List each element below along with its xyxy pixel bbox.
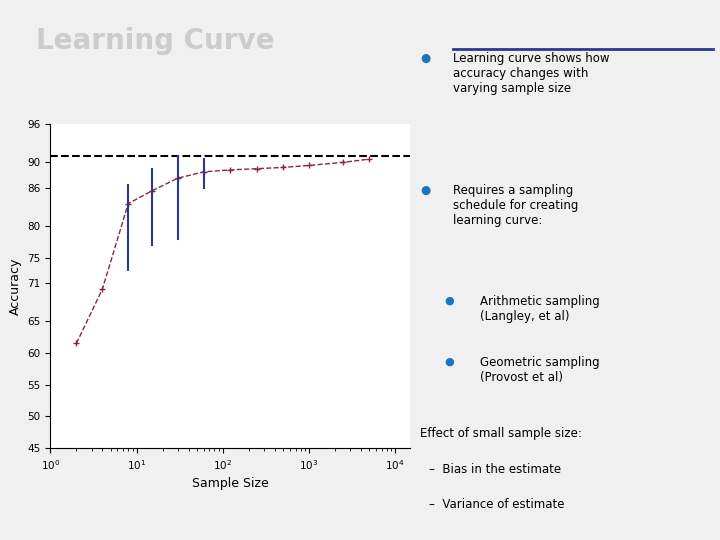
Text: ●: ● <box>420 52 431 65</box>
X-axis label: Sample Size: Sample Size <box>192 477 269 490</box>
Text: ●: ● <box>444 295 454 306</box>
Text: Geometric sampling
(Provost et al): Geometric sampling (Provost et al) <box>480 356 599 384</box>
Text: –  Bias in the estimate: – Bias in the estimate <box>429 463 561 476</box>
Text: Requires a sampling
schedule for creating
learning curve:: Requires a sampling schedule for creatin… <box>453 184 578 227</box>
Text: –  Variance of estimate: – Variance of estimate <box>429 498 564 511</box>
Text: Learning curve shows how
accuracy changes with
varying sample size: Learning curve shows how accuracy change… <box>453 52 609 94</box>
Text: ●: ● <box>420 184 431 197</box>
Text: Learning Curve: Learning Curve <box>36 27 274 55</box>
Y-axis label: Accuracy: Accuracy <box>9 258 22 315</box>
Text: Arithmetic sampling
(Langley, et al): Arithmetic sampling (Langley, et al) <box>480 295 600 323</box>
Text: ●: ● <box>444 356 454 366</box>
Text: Effect of small sample size:: Effect of small sample size: <box>420 427 582 440</box>
